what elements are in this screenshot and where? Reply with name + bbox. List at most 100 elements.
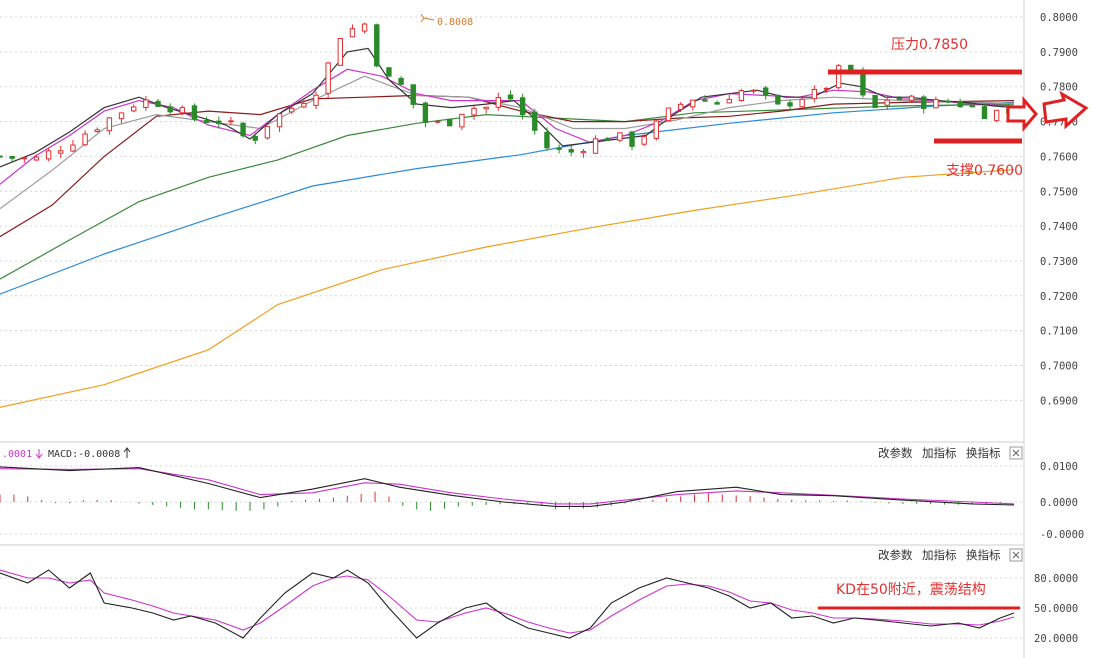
add-indicator-button[interactable]: 加指标: [922, 548, 957, 562]
candle-body: [252, 135, 258, 141]
candle-body: [398, 77, 404, 85]
kd-d-line: [0, 569, 1015, 634]
macd-legend-text: MACD:-0.0008: [48, 449, 120, 460]
candle-body: [459, 113, 465, 128]
candle-body: [738, 90, 745, 102]
price-tick-label: 0.7600: [1040, 151, 1078, 163]
candle-body: [605, 138, 611, 141]
candle-body: [507, 94, 514, 100]
price-tick-label: 0.7500: [1040, 186, 1078, 198]
candle-body: [993, 109, 1000, 122]
candle-body: [276, 113, 283, 128]
add-indicator-button[interactable]: 加指标: [922, 446, 957, 460]
price-tick-label: 0.7400: [1040, 221, 1078, 233]
macd-histogram: [0, 491, 1001, 511]
candle-body: [143, 99, 149, 108]
main-panel-grid: [0, 16, 1024, 401]
change-params-button[interactable]: 改参数: [878, 446, 913, 460]
switch-indicator-button[interactable]: 换指标: [966, 548, 1001, 562]
candle-body: [641, 136, 647, 145]
macd-controls: 改参数 加指标 换指标: [878, 446, 1023, 460]
candle-body: [422, 102, 429, 123]
candle-body: [167, 106, 173, 113]
candlesticks: [0, 22, 1012, 163]
candle-body: [544, 132, 550, 149]
candle-body: [203, 120, 210, 124]
candle-body: [896, 97, 903, 101]
candle-body: [313, 94, 319, 106]
candle-body: [70, 144, 76, 152]
candle-body: [301, 103, 307, 108]
kd-tick-label: 80.0000: [1034, 573, 1078, 585]
candle-body: [690, 99, 696, 108]
candle-body: [58, 150, 64, 154]
arrow-down-icon: [35, 449, 43, 459]
kd-k-line: [0, 569, 1015, 639]
kd-axis-ticks: 80.0000 50.0000 20.0000: [1034, 573, 1078, 645]
candle-body: [872, 95, 878, 108]
candle-body: [240, 122, 246, 137]
candle-body: [556, 147, 562, 150]
moving-average-line: [0, 101, 1015, 295]
price-tick-label: 0.7100: [1040, 326, 1078, 338]
candle-body: [118, 112, 125, 120]
candle-body: [665, 107, 672, 122]
moving-average-line: [0, 94, 1015, 238]
candle-body: [750, 89, 757, 92]
candle-body: [410, 84, 416, 105]
candle-body: [130, 106, 137, 112]
macd-lines: [0, 466, 1015, 507]
high-marker: 0.8008: [420, 13, 473, 28]
candle-body: [653, 120, 660, 139]
candle-body: [702, 99, 708, 102]
candle-body: [9, 155, 15, 159]
arrow-right-icon: [1042, 90, 1089, 130]
candle-body: [835, 65, 842, 89]
change-params-button[interactable]: 改参数: [878, 548, 913, 562]
moving-average-lines: [0, 47, 1015, 408]
candle-body: [714, 102, 720, 105]
candle-body: [908, 95, 915, 101]
arrow-up-icon: [123, 447, 131, 458]
candle-body: [386, 67, 392, 77]
candle-body: [580, 150, 587, 154]
candle-body: [21, 157, 28, 160]
candle-body: [629, 131, 635, 147]
macd-dif-line: [0, 466, 1015, 507]
close-icon[interactable]: [1009, 548, 1023, 562]
candle-body: [288, 107, 295, 113]
close-icon[interactable]: [1009, 446, 1023, 460]
candle-body: [337, 37, 344, 66]
price-tick-label: 0.6900: [1040, 395, 1078, 407]
candle-body: [933, 98, 939, 109]
candle-body: [179, 107, 186, 114]
arrow-right-icon: [1006, 95, 1038, 133]
macd-legend-value: .0001: [2, 449, 32, 460]
candle-body: [823, 87, 830, 90]
price-tick-label: 0.7300: [1040, 256, 1078, 268]
candle-body: [495, 97, 502, 108]
candle-body: [957, 101, 963, 108]
candle-body: [33, 156, 40, 161]
candle-body: [374, 24, 380, 67]
kd-controls: 改参数 加指标 换指标: [878, 548, 1023, 562]
price-tick-label: 0.7800: [1040, 82, 1078, 94]
candle-body: [106, 117, 113, 132]
kd-panel-grid: [0, 577, 1024, 639]
candle-body: [811, 88, 818, 100]
candle-body: [763, 87, 769, 96]
switch-indicator-button[interactable]: 换指标: [966, 446, 1001, 460]
candle-body: [921, 96, 927, 109]
macd-panel-grid: [0, 465, 1024, 535]
candle-body: [94, 129, 100, 132]
candle-body: [775, 94, 781, 105]
macd-tick-label: 0.0100: [1040, 461, 1078, 473]
macd-legend: .0001 MACD:-0.0008: [2, 447, 131, 460]
candle-body: [945, 100, 951, 103]
price-tick-label: 0.7900: [1040, 47, 1078, 59]
candle-body: [568, 149, 574, 153]
candle-body: [617, 132, 623, 141]
support-label: 支撑0.7600: [946, 163, 1023, 179]
candle-body: [969, 105, 976, 108]
